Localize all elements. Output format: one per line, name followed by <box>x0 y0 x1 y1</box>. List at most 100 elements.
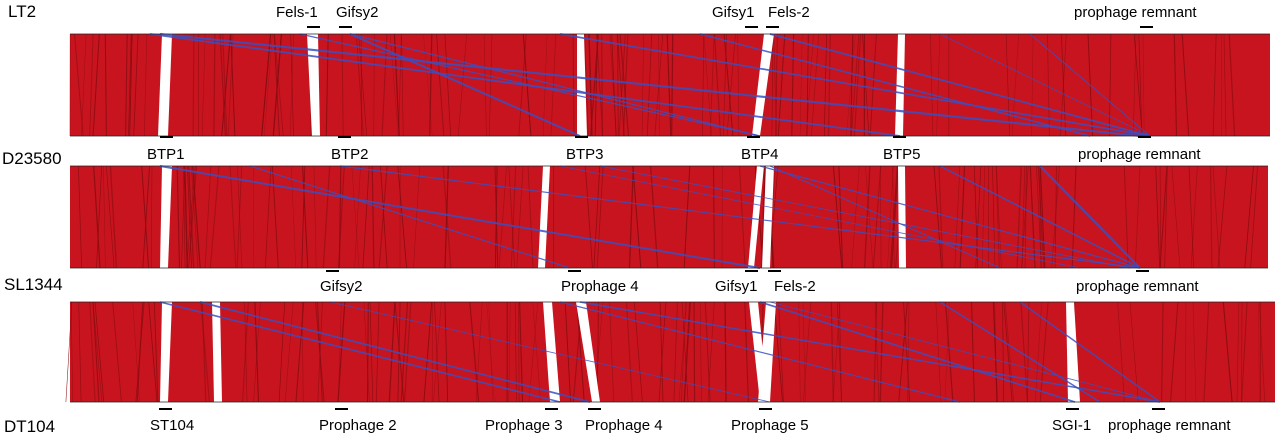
match-texture-line-3-102 <box>1004 301 1015 403</box>
match-texture-line-2-65 <box>397 165 408 269</box>
match-texture-line-3-65 <box>363 301 370 403</box>
comparison-band-d23580-sl1344 <box>70 165 1268 269</box>
match-texture-line-3-42 <box>898 301 908 403</box>
match-texture-line-1-66 <box>230 33 236 137</box>
match-texture-line-2-106 <box>1190 165 1198 269</box>
inversion-line-1-7 <box>1029 33 1151 137</box>
match-texture-line-3-15 <box>1003 301 1013 403</box>
match-texture-line-2-15 <box>183 165 186 269</box>
match-texture-line-3-6 <box>633 301 643 403</box>
match-texture-line-3-120 <box>1203 301 1210 403</box>
match-texture-line-1-117 <box>423 33 433 137</box>
match-texture-line-2-79 <box>527 165 534 269</box>
inversion-line-1-5 <box>769 33 1151 137</box>
match-texture-line-3-111 <box>704 301 711 403</box>
feature-label-dt104-prophage-remnant: prophage remnant <box>1108 417 1231 434</box>
match-texture-line-2-32 <box>584 165 593 269</box>
match-texture-line-2-77 <box>1212 165 1221 269</box>
match-texture-line-3-69 <box>802 301 812 403</box>
match-texture-line-2-62 <box>510 165 517 269</box>
feature-label-sl1344-prophage-remnant: prophage remnant <box>1076 278 1199 295</box>
match-texture-line-3-72 <box>576 301 585 403</box>
match-texture-line-3-103 <box>148 301 158 403</box>
match-texture-line-2-47 <box>838 165 844 269</box>
inversion-line-1-8 <box>349 33 761 137</box>
match-texture-line-2-107 <box>78 165 82 269</box>
match-texture-line-2-42 <box>187 165 192 269</box>
match-texture-line-2-36 <box>494 165 498 269</box>
match-texture-line-3-88 <box>1258 301 1260 403</box>
insertion-gap-2-4 <box>762 166 774 268</box>
match-texture-line-1-91 <box>133 33 139 137</box>
match-texture-line-1-106 <box>1228 33 1236 137</box>
match-texture-line-1-43 <box>619 33 630 137</box>
feature-label-lt2-gifsy1: Gifsy1 <box>712 4 755 21</box>
inversion-line-3-1 <box>159 301 561 403</box>
match-texture-line-2-72 <box>362 165 370 269</box>
match-texture-line-2-26 <box>865 165 874 269</box>
match-texture-line-2-101 <box>712 165 716 269</box>
inversion-line-2-6 <box>939 165 1141 269</box>
insertion-gap-3-2 <box>212 302 222 402</box>
match-texture-line-1-115 <box>221 33 232 137</box>
match-texture-line-3-82 <box>773 301 783 403</box>
insertion-gap-1-4 <box>752 34 774 136</box>
match-texture-line-3-39 <box>284 301 294 403</box>
match-texture-line-2-33 <box>981 165 986 269</box>
match-texture-line-3-4 <box>992 301 998 403</box>
match-texture-line-1-67 <box>398 33 402 137</box>
match-texture-line-1-45 <box>723 33 734 137</box>
match-texture-line-2-23 <box>938 165 944 269</box>
match-texture-line-1-49 <box>129 33 133 137</box>
feature-label-d23580-btp2: BTP2 <box>331 146 369 163</box>
match-texture-line-3-74 <box>508 301 511 403</box>
match-texture-line-1-94 <box>201 33 206 137</box>
match-texture-line-3-109 <box>944 301 954 403</box>
match-texture-line-3-73 <box>315 301 325 403</box>
inversion-line-3-7 <box>199 301 591 403</box>
feature-label-dt104-st104: ST104 <box>150 417 194 434</box>
match-texture-line-1-32 <box>143 33 148 137</box>
match-texture-line-1-79 <box>618 33 626 137</box>
match-texture-line-1-65 <box>1031 33 1034 137</box>
inversion-line-1-6 <box>939 33 1151 137</box>
match-texture-line-1-101 <box>192 33 195 137</box>
match-texture-line-3-75 <box>699 301 702 403</box>
feature-label-lt2-fels1: Fels-1 <box>276 4 318 21</box>
match-texture-line-3-56 <box>1020 301 1028 403</box>
match-texture-line-1-56 <box>1142 33 1145 137</box>
match-texture-line-2-53 <box>596 165 604 269</box>
match-texture-line-1-118 <box>341 33 344 137</box>
match-texture-line-2-88 <box>351 165 360 269</box>
match-texture-line-2-30 <box>229 165 237 269</box>
match-texture-line-2-95 <box>105 165 115 269</box>
match-texture-line-2-71 <box>1217 165 1228 269</box>
match-texture-line-1-90 <box>81 33 87 137</box>
match-texture-line-3-116 <box>434 301 440 403</box>
match-texture-line-2-116 <box>1188 165 1195 269</box>
match-texture-line-1-37 <box>929 33 934 137</box>
match-texture-line-2-100 <box>954 165 961 269</box>
genome-label-lt2: LT2 <box>8 2 36 21</box>
inversion-line-2-4 <box>759 165 1141 269</box>
match-texture-line-1-112 <box>74 33 84 137</box>
match-texture-line-3-33 <box>528 301 539 403</box>
match-texture-line-2-86 <box>851 165 860 269</box>
feature-label-d23580-btp5: BTP5 <box>883 146 921 163</box>
match-texture-line-3-91 <box>830 301 834 403</box>
inversion-line-1-1 <box>159 32 1141 138</box>
match-texture-line-2-66 <box>1159 165 1168 269</box>
match-texture-line-3-84 <box>397 301 401 403</box>
match-texture-line-3-13 <box>514 301 517 403</box>
match-texture-line-3-18 <box>367 301 369 403</box>
match-texture-line-1-103 <box>936 33 941 137</box>
match-texture-line-2-55 <box>109 165 118 269</box>
match-texture-line-2-10 <box>1250 165 1259 269</box>
inversion-line-2-8 <box>249 165 571 269</box>
match-texture-line-3-71 <box>1034 301 1042 403</box>
insertion-gap-2-3 <box>748 166 764 268</box>
match-texture-line-3-70 <box>873 301 878 403</box>
match-texture-line-1-100 <box>1005 33 1010 137</box>
match-texture-line-2-61 <box>879 165 882 269</box>
feature-label-d23580-btp3: BTP3 <box>566 146 604 163</box>
